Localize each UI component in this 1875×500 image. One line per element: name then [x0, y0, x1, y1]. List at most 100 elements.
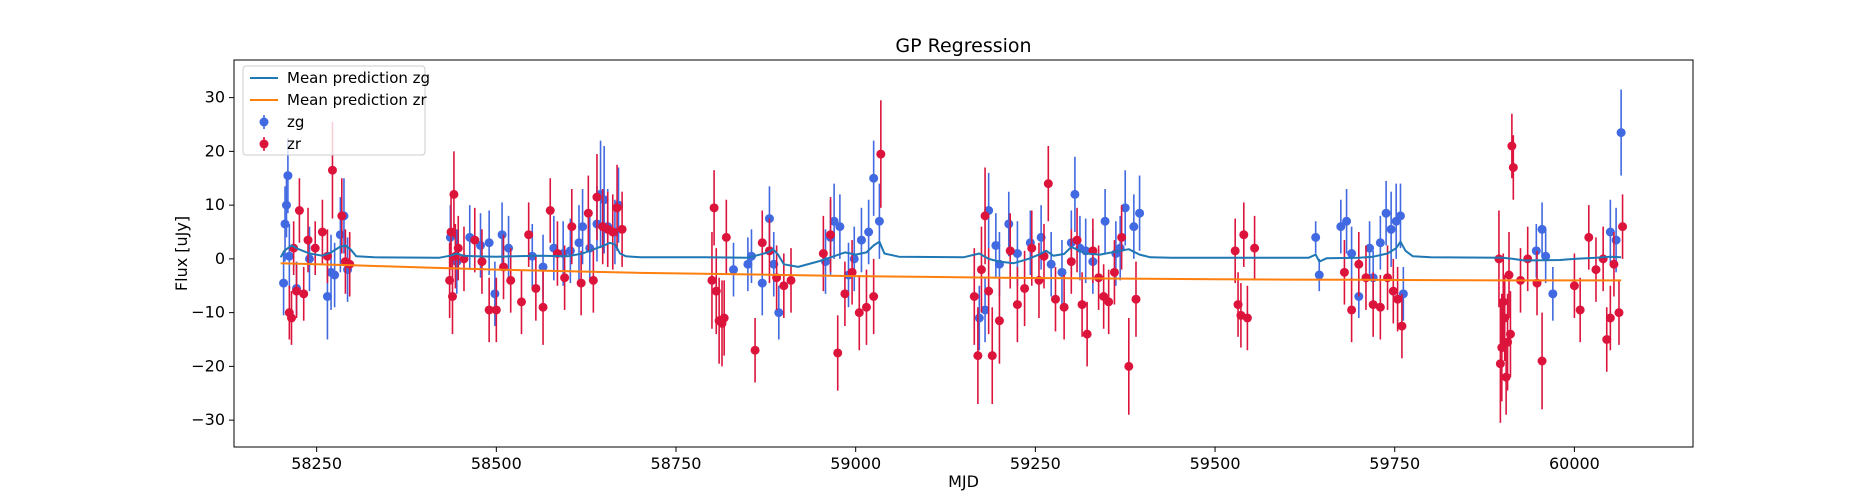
- zg-point: [1135, 208, 1145, 218]
- series-line-mean-prediction-zg: [279, 240, 1622, 268]
- zr-point: [1347, 305, 1357, 315]
- zg-point: [980, 305, 990, 315]
- y-tick-label: 10: [205, 195, 225, 214]
- zg-point: [283, 171, 293, 181]
- zr-point: [1066, 257, 1076, 267]
- zr-point: [779, 281, 789, 291]
- zg-point: [574, 238, 584, 248]
- zr-point: [994, 316, 1004, 326]
- zg-point: [599, 195, 609, 205]
- zr-point: [1605, 313, 1615, 323]
- zr-point: [861, 302, 871, 312]
- x-tick-label: 58750: [651, 454, 702, 473]
- zr-point: [1012, 300, 1022, 310]
- zg-point: [757, 278, 767, 288]
- zr-point: [1609, 259, 1619, 269]
- zr-point: [447, 292, 457, 301]
- zr-point: [1602, 335, 1612, 344]
- zg-point: [1375, 238, 1385, 248]
- zr-point: [567, 222, 577, 232]
- zg-point: [497, 230, 507, 240]
- zr-point: [1354, 259, 1364, 269]
- zg-point: [1070, 189, 1080, 199]
- zr-point: [1505, 329, 1515, 339]
- zr-point: [1050, 294, 1060, 304]
- zr-point: [1339, 267, 1349, 277]
- legend-label-mean-prediction-zr: Mean prediction zr: [287, 91, 428, 109]
- zr-point: [592, 192, 602, 202]
- zg-point: [1548, 289, 1558, 299]
- zr-point: [1397, 321, 1407, 331]
- zg-point: [484, 238, 494, 248]
- zr-point: [847, 267, 857, 277]
- zr-point: [826, 230, 836, 240]
- zr-point: [1020, 283, 1030, 293]
- zg-point: [1616, 128, 1626, 138]
- zg-point: [1120, 203, 1130, 213]
- zr-point: [1082, 329, 1092, 339]
- zg-point: [729, 265, 739, 275]
- zr-point: [721, 232, 731, 242]
- zr-point: [1537, 356, 1547, 366]
- zr-point: [1375, 302, 1385, 312]
- zr-point: [984, 286, 994, 296]
- zr-point: [1523, 254, 1533, 264]
- series-zr-points: [284, 100, 1628, 423]
- zr-point: [1388, 286, 1398, 296]
- zr-point: [1117, 232, 1127, 242]
- zr-point: [818, 249, 828, 258]
- zr-point: [524, 230, 534, 240]
- x-tick-label: 60000: [1549, 454, 1600, 473]
- zr-point: [1005, 246, 1015, 256]
- zg-point: [1336, 222, 1346, 232]
- zg-point: [991, 240, 1001, 250]
- legend-marker-zr: [259, 139, 269, 149]
- zg-point: [1605, 227, 1615, 237]
- zg-point: [1012, 249, 1022, 258]
- zg-point: [774, 308, 784, 318]
- zg-point: [1395, 211, 1405, 221]
- zg-point: [335, 230, 345, 240]
- zg-point: [1537, 224, 1547, 234]
- zg-point: [322, 292, 332, 301]
- zr-point: [854, 308, 864, 318]
- zg-point: [1342, 216, 1352, 226]
- legend-label-zg: zg: [287, 113, 304, 131]
- zg-point: [490, 289, 500, 299]
- zr-point: [719, 313, 729, 323]
- legend-label-zr: zr: [287, 135, 302, 153]
- zr-point: [1027, 243, 1037, 253]
- y-tick-label: 30: [205, 88, 225, 107]
- zr-point: [1077, 300, 1087, 310]
- zr-point: [588, 275, 598, 285]
- zg-point: [304, 254, 314, 264]
- zr-point: [707, 275, 717, 285]
- zr-point: [337, 211, 347, 221]
- series-line-mean-prediction-zr: [280, 262, 1622, 282]
- zr-point: [484, 305, 494, 315]
- zr-point: [869, 292, 879, 301]
- zg-point: [1365, 243, 1375, 253]
- zr-point: [1230, 246, 1240, 256]
- zr-point: [980, 211, 990, 221]
- zr-point: [317, 227, 327, 237]
- zg-point: [743, 259, 753, 269]
- zr-point: [1250, 243, 1260, 253]
- zg-point: [864, 227, 874, 237]
- zg-point: [1386, 224, 1396, 234]
- zg-point: [835, 222, 845, 232]
- zg-point: [1611, 235, 1621, 245]
- zg-point: [279, 278, 289, 288]
- zr-point: [1614, 308, 1624, 318]
- zr-point: [1131, 294, 1141, 304]
- zr-point: [303, 235, 313, 245]
- y-tick-label: −30: [191, 410, 225, 429]
- zr-point: [1495, 359, 1505, 369]
- zg-point: [504, 243, 514, 253]
- zg-point: [856, 235, 866, 245]
- zg-point: [1398, 289, 1408, 299]
- zr-point: [516, 297, 526, 307]
- zg-point: [578, 222, 588, 232]
- zr-point: [299, 289, 309, 299]
- x-tick-label: 58250: [291, 454, 342, 473]
